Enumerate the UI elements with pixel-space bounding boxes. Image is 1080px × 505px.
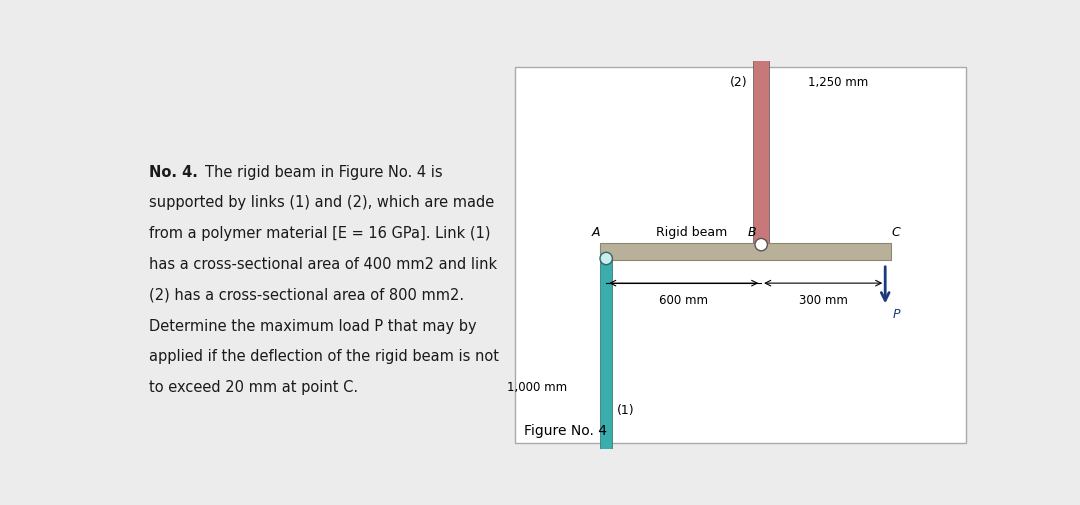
Text: (2) has a cross-sectional area of 800 mm2.: (2) has a cross-sectional area of 800 mm… (149, 288, 464, 303)
Text: supported by links (1) and (2), which are made: supported by links (1) and (2), which ar… (149, 195, 495, 211)
Bar (600, 260, 612, 505)
Text: 1,000 mm: 1,000 mm (508, 381, 567, 394)
Text: Rigid beam: Rigid beam (656, 226, 727, 239)
Text: Determine the maximum load P that may by: Determine the maximum load P that may by (149, 319, 476, 333)
Circle shape (600, 252, 612, 265)
Text: has a cross-sectional area of 400 mm2 and link: has a cross-sectional area of 400 mm2 an… (149, 257, 497, 272)
Text: P: P (893, 308, 901, 321)
Text: 600 mm: 600 mm (659, 294, 708, 307)
Text: to exceed 20 mm at point C.: to exceed 20 mm at point C. (149, 380, 359, 395)
Bar (600, 243, 891, 260)
Text: Figure No. 4: Figure No. 4 (524, 424, 607, 438)
Circle shape (755, 238, 768, 251)
Bar (515, 67, 966, 443)
Text: No. 4.: No. 4. (149, 165, 198, 180)
Bar (754, 0, 769, 243)
Text: The rigid beam in Figure No. 4 is: The rigid beam in Figure No. 4 is (205, 165, 443, 180)
Text: 300 mm: 300 mm (799, 294, 848, 307)
Text: (2): (2) (730, 76, 747, 89)
Bar (603, 502, 610, 505)
Text: applied if the deflection of the rigid beam is not: applied if the deflection of the rigid b… (149, 349, 499, 364)
Text: B: B (748, 226, 757, 239)
Text: (1): (1) (617, 405, 635, 418)
Text: 1,250 mm: 1,250 mm (808, 76, 868, 89)
Text: A: A (592, 226, 600, 239)
Text: C: C (891, 226, 900, 239)
Text: from a polymer material [E = 16 GPa]. Link (1): from a polymer material [E = 16 GPa]. Li… (149, 226, 490, 241)
